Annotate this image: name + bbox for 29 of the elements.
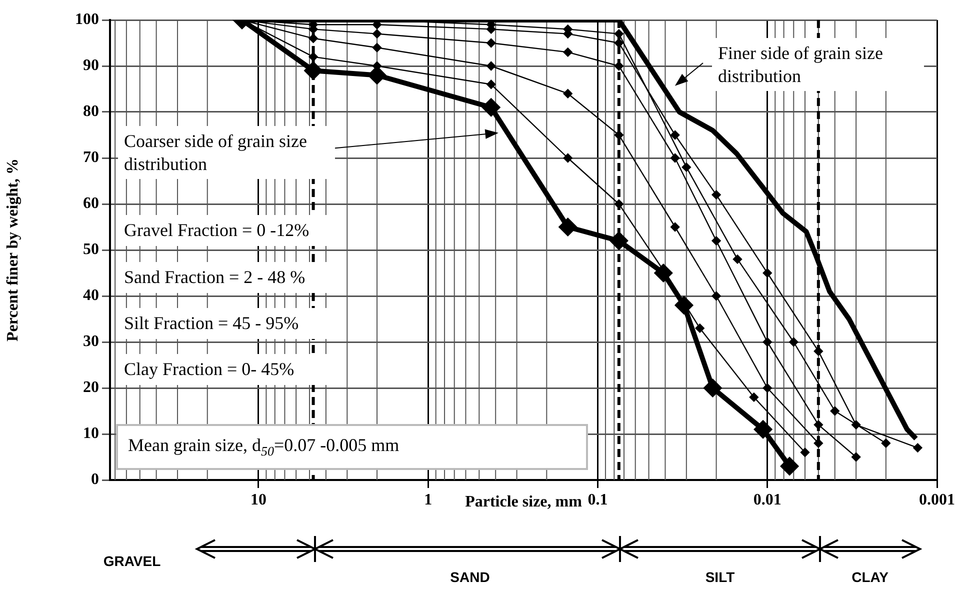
- annotation: Coarser side of grain size distribution: [118, 126, 335, 179]
- x-tick-label: 1: [424, 492, 432, 509]
- y-tick-label: 10: [83, 425, 99, 442]
- y-tick-label: 80: [83, 103, 99, 120]
- annotation: Gravel Fraction = 0 -12%: [118, 215, 345, 246]
- text: SILT: [704, 569, 736, 585]
- x-axis-title: Particle size, mm: [465, 494, 583, 511]
- y-tick-label: 70: [83, 149, 99, 166]
- x-tick-label: 0.001: [919, 492, 955, 509]
- y-tick-label: 40: [83, 287, 99, 304]
- x-tick-label: 0.01: [753, 492, 782, 509]
- annotation: Sand Fraction = 2 - 48 %: [118, 262, 345, 292]
- y-tick-label: 20: [83, 379, 99, 396]
- note-box: Mean grain size, d$_{50}$=0.07 -0.005 mm: [116, 424, 588, 470]
- x-tick-label: 10: [250, 492, 266, 509]
- y-tick-label: 50: [83, 241, 99, 258]
- text: GRAVEL: [102, 553, 162, 569]
- annotation: Clay Fraction = 0- 45%: [118, 354, 345, 384]
- y-tick-label: 30: [83, 333, 99, 350]
- x-tick-label: 0.1: [588, 492, 608, 509]
- y-tick-label: 0: [91, 471, 99, 488]
- annotation: Finer side of grain size distribution: [712, 38, 924, 91]
- y-tick-label: 90: [83, 57, 99, 74]
- y-tick-label: 100: [75, 11, 99, 28]
- annotation: Silt Fraction = 45 - 95%: [118, 308, 345, 338]
- y-axis-title: Percent finer by weight, %: [4, 158, 22, 342]
- y-tick-label: 60: [83, 195, 99, 212]
- text: SAND: [449, 569, 491, 585]
- text: CLAY: [850, 569, 890, 585]
